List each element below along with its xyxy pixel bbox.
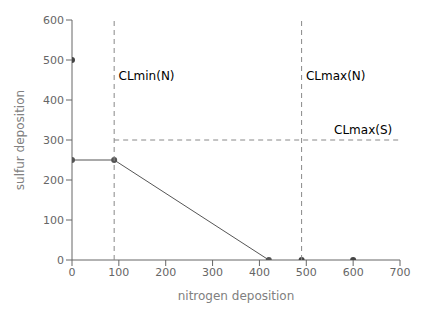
- svg-text:200: 200: [155, 266, 176, 279]
- svg-text:0: 0: [69, 266, 76, 279]
- svg-text:200: 200: [43, 174, 64, 187]
- svg-text:400: 400: [43, 94, 64, 107]
- svg-text:CLmax(S): CLmax(S): [334, 123, 392, 137]
- svg-text:100: 100: [43, 214, 64, 227]
- svg-text:400: 400: [249, 266, 270, 279]
- svg-text:700: 700: [390, 266, 411, 279]
- svg-text:300: 300: [202, 266, 223, 279]
- svg-text:500: 500: [296, 266, 317, 279]
- svg-text:100: 100: [108, 266, 129, 279]
- svg-text:CLmin(N): CLmin(N): [119, 69, 175, 83]
- svg-text:CLmax(N): CLmax(N): [306, 69, 366, 83]
- svg-text:nitrogen deposition: nitrogen deposition: [178, 289, 295, 303]
- svg-text:600: 600: [43, 14, 64, 27]
- svg-text:0: 0: [57, 254, 64, 267]
- svg-text:300: 300: [43, 134, 64, 147]
- svg-text:sulfur deposition: sulfur deposition: [13, 90, 27, 190]
- svg-text:600: 600: [343, 266, 364, 279]
- svg-text:500: 500: [43, 54, 64, 67]
